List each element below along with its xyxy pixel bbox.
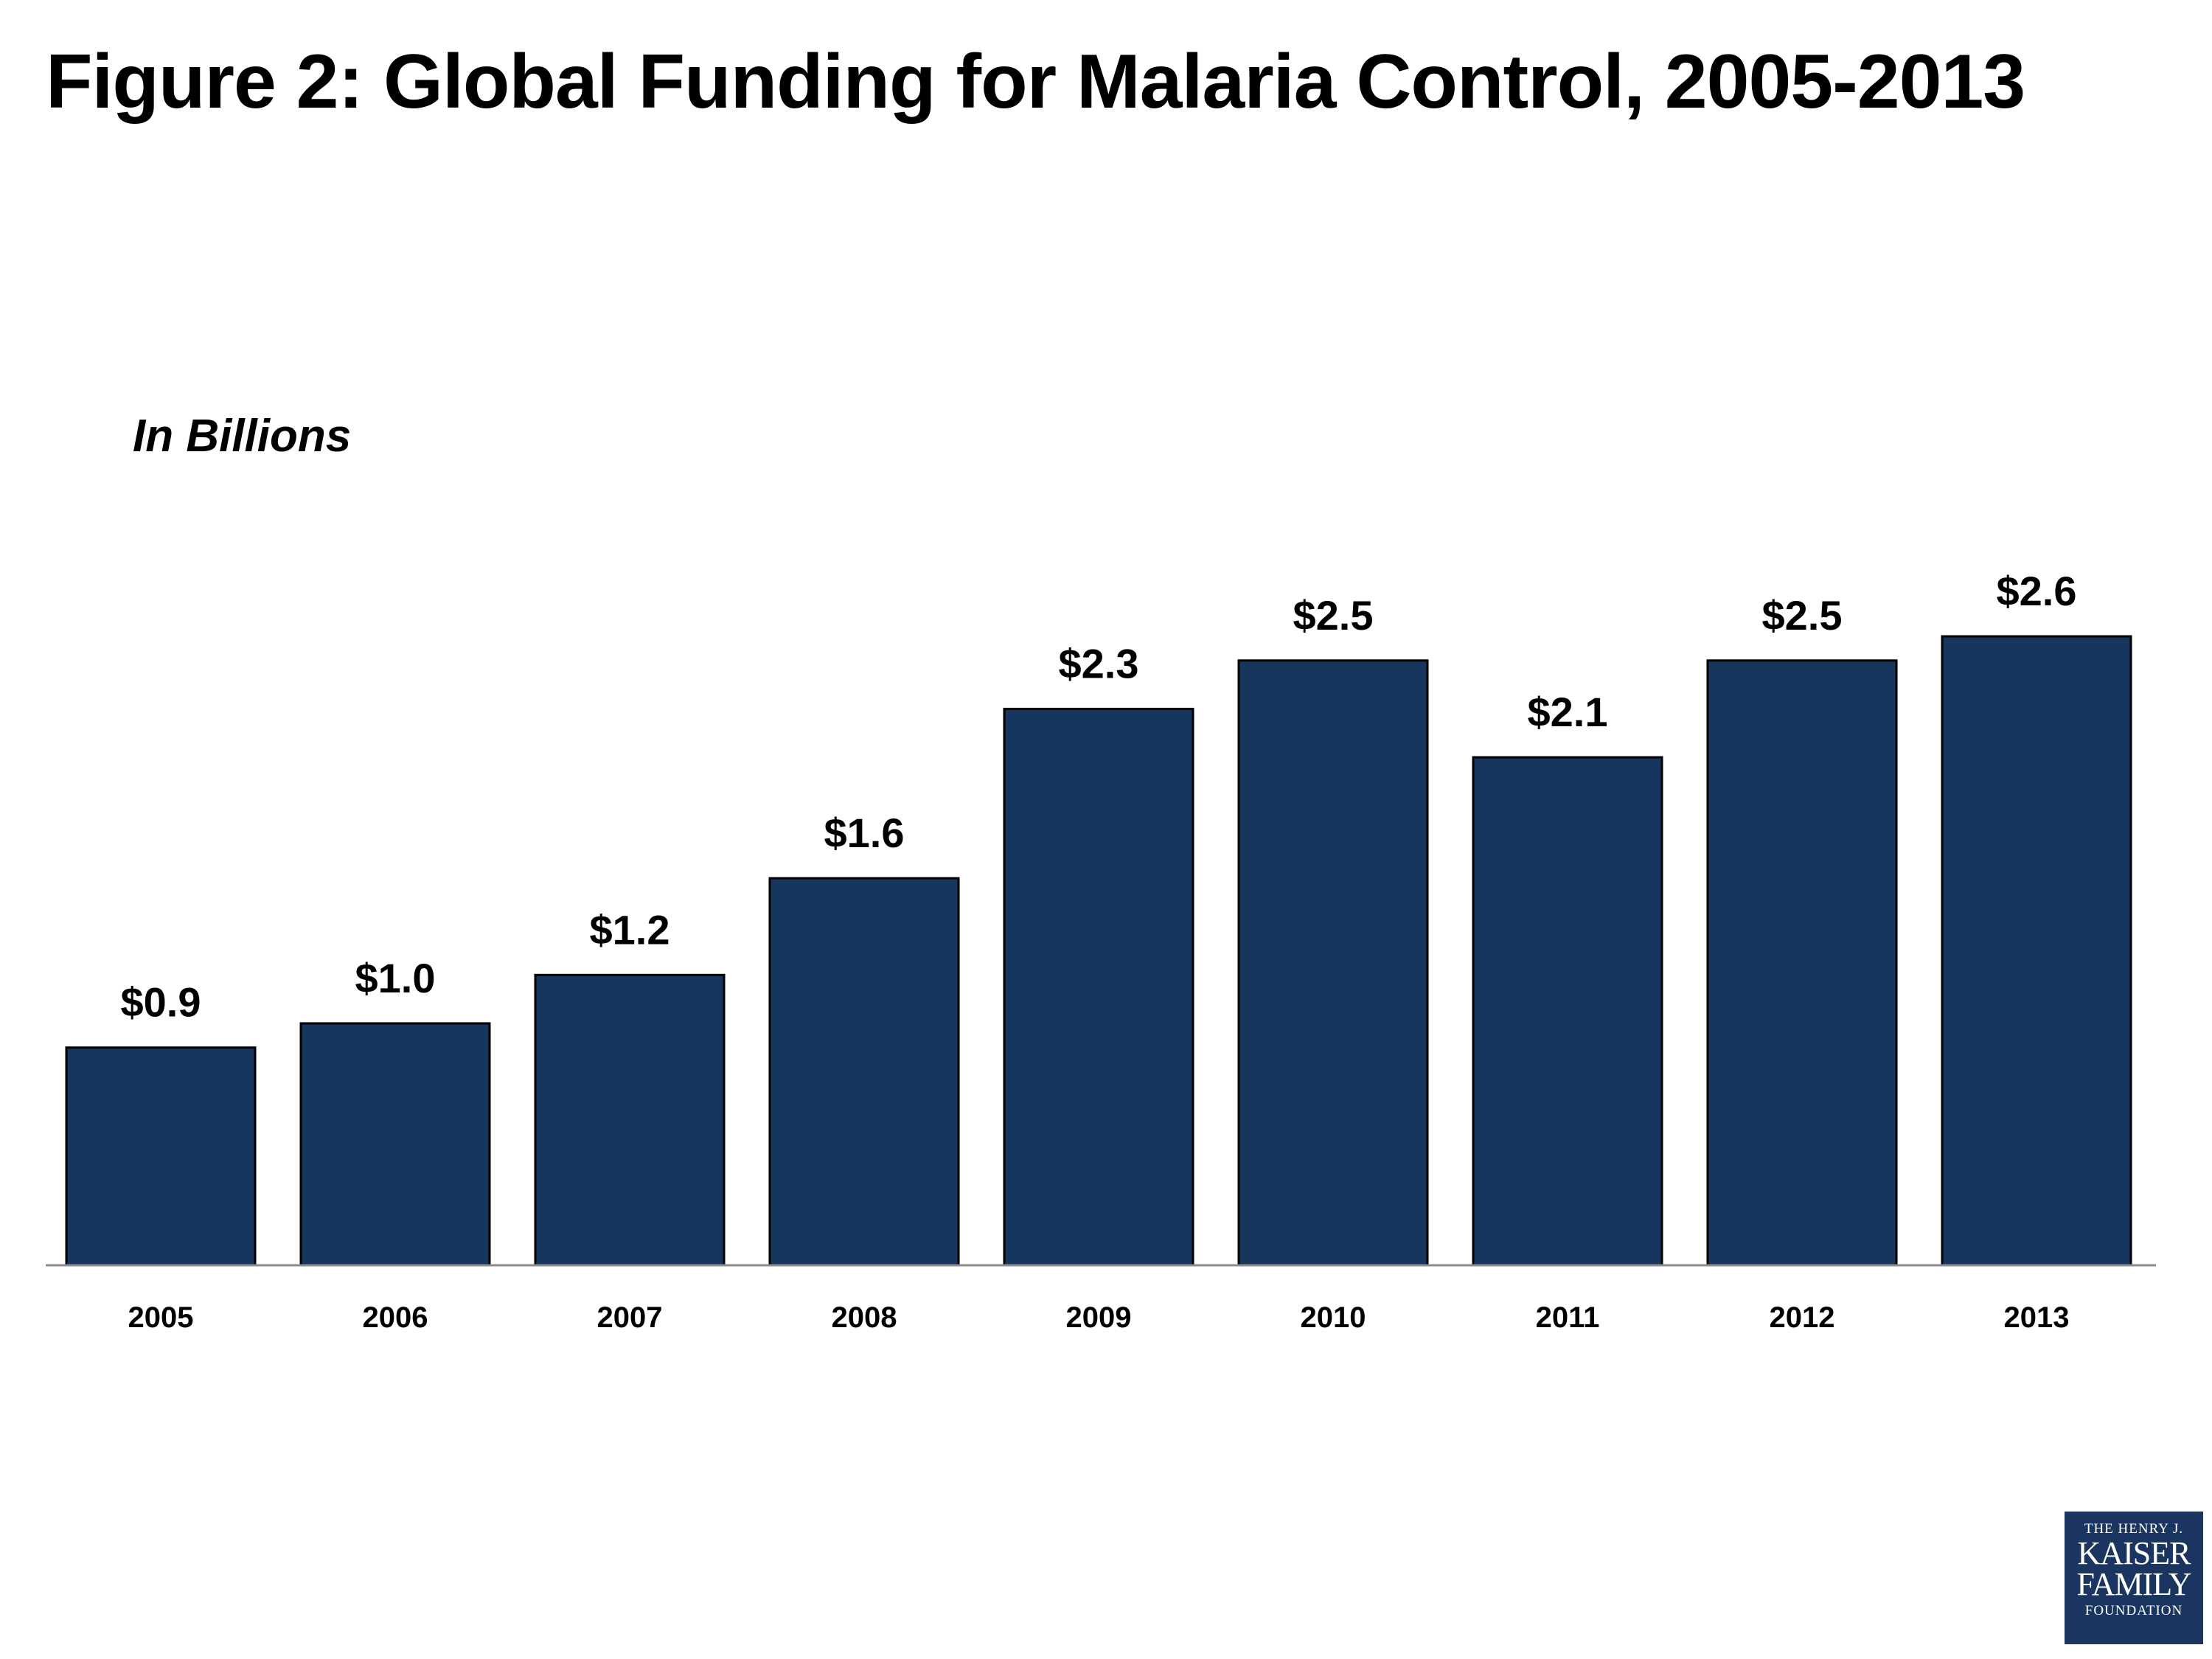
data-label-2005: $0.9 (121, 979, 201, 1026)
bar-2008 (768, 877, 960, 1267)
bar-series (65, 635, 2132, 1267)
x-tick-2013: 2013 (2004, 1301, 2070, 1334)
x-tick-2011: 2011 (1536, 1301, 1600, 1334)
chart-title: Figure 2: Global Funding for Malaria Con… (46, 39, 2025, 125)
data-label-2006: $1.0 (355, 955, 436, 1001)
data-label-2012: $2.5 (1762, 592, 1843, 639)
bar-2012 (1706, 659, 1898, 1267)
logo-line-2: KAISER (2077, 1535, 2191, 1571)
data-label-2013: $2.6 (1997, 568, 2077, 614)
x-tick-2008: 2008 (832, 1301, 897, 1334)
bar-2011 (1472, 756, 1663, 1267)
logo-line-3: FAMILY (2076, 1566, 2191, 1602)
bar-2009 (1003, 707, 1194, 1267)
data-label-2007: $1.2 (590, 906, 670, 953)
data-label-2009: $2.3 (1059, 640, 1139, 686)
data-label-2008: $1.6 (824, 810, 905, 856)
x-tick-2007: 2007 (597, 1301, 663, 1334)
bar-2006 (299, 1022, 491, 1267)
bar-2013 (1941, 635, 2132, 1267)
bar-2010 (1237, 659, 1429, 1267)
logo-line-1: THE HENRY J. (2084, 1521, 2184, 1537)
bar-2005 (65, 1046, 257, 1267)
units-label: In Billions (133, 411, 352, 462)
x-tick-2005: 2005 (128, 1301, 194, 1334)
data-label-2010: $2.5 (1293, 592, 1374, 639)
x-tick-2009: 2009 (1066, 1301, 1132, 1334)
kff-logo: THE HENRY J. KAISER FAMILY FOUNDATION (2065, 1512, 2203, 1644)
x-tick-2006: 2006 (363, 1301, 428, 1334)
data-label-2011: $2.1 (1528, 689, 1608, 735)
logo-line-4: FOUNDATION (2084, 1603, 2183, 1618)
x-tick-2012: 2012 (1770, 1301, 1835, 1334)
data-labels: $0.9 $1.0 $1.2 $1.6 $2.3 $2.5 $2.1 $2.5 $2.6 (121, 568, 2077, 1026)
x-tick-labels: 2005 2006 2007 2008 2009 2010 2011 2012 2013 (128, 1301, 2070, 1334)
bar-2007 (534, 973, 726, 1267)
x-tick-2010: 2010 (1301, 1301, 1366, 1334)
